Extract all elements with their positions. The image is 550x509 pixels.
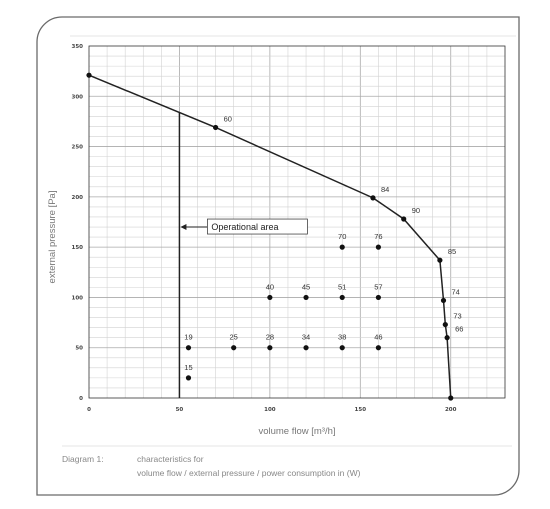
y-tick-label: 50 bbox=[75, 346, 83, 352]
y-tick-labels: 0 50 100 150 200 250 300 350 bbox=[72, 44, 84, 402]
operating-point bbox=[339, 244, 345, 250]
operating-point bbox=[185, 375, 192, 381]
operating-point bbox=[267, 345, 273, 351]
y-tick-label: 350 bbox=[72, 44, 84, 50]
operating-point bbox=[375, 294, 381, 301]
curve-point bbox=[213, 124, 219, 131]
operating-point bbox=[185, 345, 192, 351]
curve-point-label: 66 bbox=[455, 325, 463, 334]
operating-point bbox=[375, 345, 381, 351]
operating-point bbox=[303, 294, 309, 301]
operating-point-label: 34 bbox=[302, 333, 310, 342]
curve-point bbox=[86, 72, 92, 78]
curve-point-label: 85 bbox=[448, 247, 456, 256]
curve-point-label: 90 bbox=[412, 206, 420, 215]
fan-curve-points: 60 84 90 85 74 73 66 bbox=[86, 72, 463, 401]
operational-area-annotation: Operational area bbox=[180, 218, 308, 235]
x-axis-title: volume flow [m³/h] bbox=[258, 426, 335, 437]
y-tick-label: 300 bbox=[72, 94, 84, 100]
x-tick-label: 100 bbox=[264, 407, 276, 413]
y-tick-label: 0 bbox=[79, 396, 83, 402]
operating-point-label: 19 bbox=[184, 333, 192, 342]
curve-point-label: 73 bbox=[453, 312, 461, 321]
curve-point bbox=[370, 195, 376, 201]
y-tick-label: 250 bbox=[72, 145, 84, 151]
operating-point-label: 57 bbox=[374, 282, 382, 291]
caption-line-1: characteristics for bbox=[137, 454, 204, 464]
operating-point bbox=[339, 294, 345, 301]
y-tick-label: 150 bbox=[72, 245, 84, 251]
x-tick-labels: 0 50 100 150 200 bbox=[87, 407, 457, 413]
curve-point bbox=[401, 216, 407, 222]
plot-area-border bbox=[88, 45, 506, 399]
x-tick-label: 150 bbox=[355, 407, 367, 413]
x-tick-label: 200 bbox=[445, 407, 457, 413]
operating-point bbox=[303, 345, 309, 351]
operating-point-label: 70 bbox=[338, 232, 346, 241]
operating-point-label: 15 bbox=[184, 363, 192, 372]
curve-point bbox=[444, 335, 450, 341]
operating-point bbox=[267, 294, 273, 301]
rounded-border bbox=[36, 16, 520, 496]
curve-point bbox=[448, 395, 454, 401]
x-tick-label: 50 bbox=[176, 407, 184, 413]
operating-point-label: 38 bbox=[338, 333, 346, 342]
x-tick-label: 0 bbox=[87, 407, 91, 413]
y-tick-label: 100 bbox=[72, 295, 84, 301]
curve-point bbox=[437, 257, 443, 263]
curve-point-label: 74 bbox=[452, 287, 460, 296]
annotation-arrowhead bbox=[180, 224, 187, 231]
operating-point-label: 45 bbox=[302, 282, 310, 291]
operating-point-label: 51 bbox=[338, 282, 346, 291]
caption-number: Diagram 1: bbox=[62, 454, 104, 464]
operating-point-label: 25 bbox=[230, 333, 238, 342]
operating-point-label: 76 bbox=[374, 232, 382, 241]
curve-point-label: 84 bbox=[381, 185, 389, 194]
operating-point-label: 28 bbox=[266, 333, 274, 342]
operating-point bbox=[339, 345, 345, 351]
annotation-box bbox=[207, 218, 308, 235]
curve-point bbox=[440, 297, 447, 304]
curve-point bbox=[442, 321, 448, 328]
operating-point-label: 46 bbox=[374, 333, 382, 342]
operating-points: 15 19 25 28 34 38 46 40 45 51 57 70 76 bbox=[184, 232, 383, 381]
operating-point bbox=[375, 244, 381, 250]
curve-point-label: 60 bbox=[224, 114, 232, 123]
y-axis-title: external pressure [Pa] bbox=[47, 191, 58, 284]
caption-line-2: volume flow / external pressure / power … bbox=[137, 468, 361, 478]
annotation-label: Operational area bbox=[211, 222, 278, 232]
y-tick-label: 200 bbox=[72, 195, 84, 201]
operating-point bbox=[231, 345, 237, 351]
operating-point-label: 40 bbox=[266, 282, 274, 291]
